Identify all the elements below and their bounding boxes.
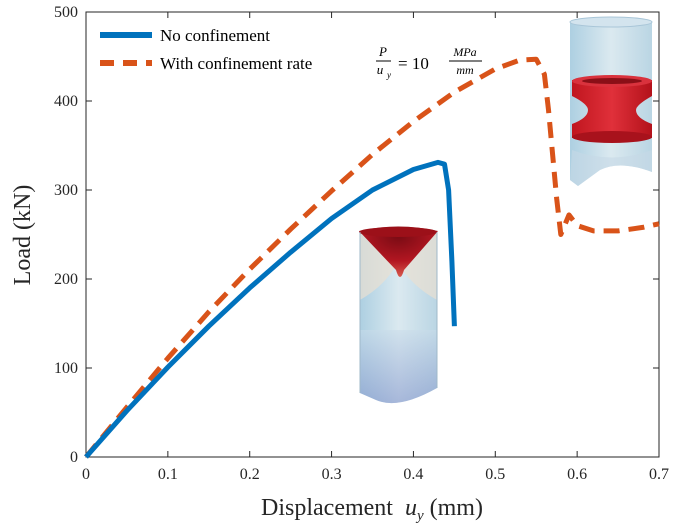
x-tick-label: 0.7 xyxy=(649,466,669,483)
legend-frac-num: P xyxy=(378,44,387,59)
x-axis-label-text: Displacement xyxy=(261,495,393,521)
y-axis: 0 100 200 300 400 500 xyxy=(54,4,659,466)
x-axis-label-unit: (mm) xyxy=(430,495,483,521)
series-line-no-confinement xyxy=(84,159,457,459)
x-axis-label-subscript: y xyxy=(415,508,424,524)
series-line-with-confinement xyxy=(84,56,660,459)
y-tick-label: 100 xyxy=(54,360,78,377)
series-layer xyxy=(84,56,660,459)
y-tick-label: 0 xyxy=(70,449,78,466)
x-tick-label: 0.4 xyxy=(403,466,423,483)
x-tick-label: 0.1 xyxy=(158,466,178,483)
legend-frac-den-sub: y xyxy=(386,70,391,80)
x-axis: 0 0.1 0.2 0.3 0.4 0.5 0.6 0.7 xyxy=(82,12,669,483)
axes-box xyxy=(85,11,660,458)
x-axis-label-symbol: u xyxy=(405,495,417,521)
y-tick-label: 300 xyxy=(54,182,78,199)
unconfined-specimen-inset xyxy=(359,226,438,404)
legend-frac-den: u xyxy=(377,62,384,77)
x-tick-label: 0.5 xyxy=(485,466,505,483)
confined-specimen-inset xyxy=(569,16,653,186)
legend-equals: = 10 xyxy=(398,54,429,73)
x-axis-label: Displacement uy (mm) xyxy=(261,495,483,524)
legend-unit-num: MPa xyxy=(452,45,476,59)
y-tick-label: 400 xyxy=(54,93,78,110)
legend-label-with-confinement: With confinement rate xyxy=(160,54,312,73)
legend-label-with-confinement-text: With confinement rate xyxy=(160,54,312,73)
x-tick-label: 0.3 xyxy=(322,466,342,483)
legend-unit-den: mm xyxy=(456,63,474,77)
x-tick-label: 0.6 xyxy=(567,466,587,483)
x-tick-label: 0.2 xyxy=(240,466,260,483)
y-tick-label: 500 xyxy=(54,4,78,21)
y-tick-label: 200 xyxy=(54,271,78,288)
legend-math-expression: P u y = 10 MPa mm xyxy=(376,44,482,80)
legend: No confinement With confinement rate P u… xyxy=(100,26,482,80)
x-tick-label: 0 xyxy=(82,466,90,483)
y-axis-label: Load (kN) xyxy=(10,185,36,286)
legend-label-no-confinement: No confinement xyxy=(160,26,270,45)
